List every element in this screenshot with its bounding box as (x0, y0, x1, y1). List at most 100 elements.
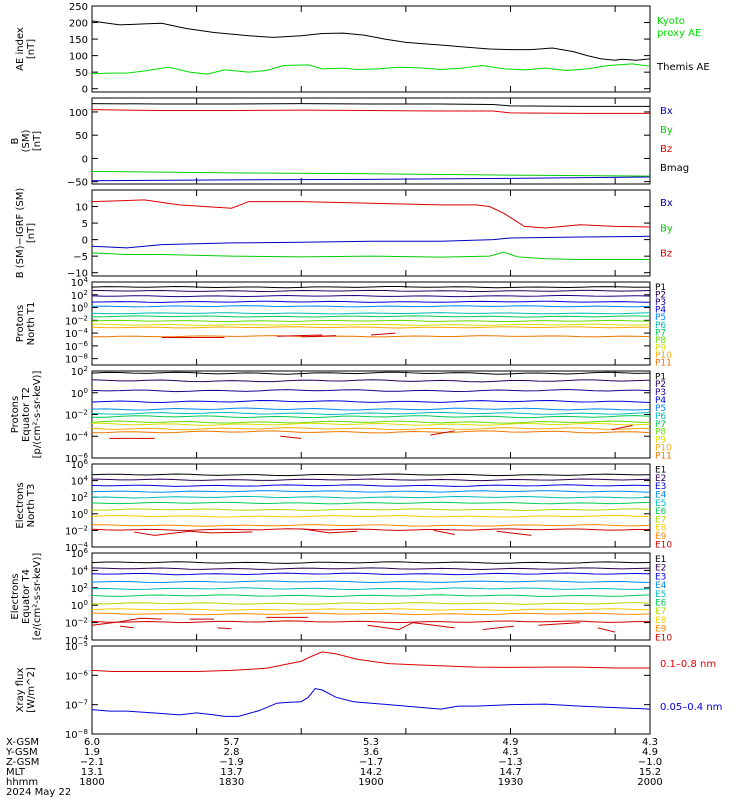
panel-frame (91, 189, 651, 277)
y-tick-label: 100 (69, 108, 88, 119)
channel-label: E6 (655, 598, 667, 608)
panel-8: 10−5 10−6 10−7 10−8 Xray flux [W/m^2] 0.1–0.8 … (15, 640, 722, 741)
panel-2: −50 0 50 100 B (SM) [nT] Bx By Bz Bmag (10, 97, 689, 189)
series-line (91, 103, 650, 107)
series-line (91, 20, 651, 61)
y-axis-label: Protons (15, 305, 26, 342)
channel-line (91, 620, 651, 624)
sparse-channel-segment (496, 530, 532, 536)
channel-label: E1 (655, 555, 666, 565)
y-tick-label: 100 (71, 599, 88, 612)
channel-label: E7 (655, 515, 666, 525)
channel-label: E1 (655, 466, 666, 476)
channel-label: P10 (655, 351, 672, 361)
y-tick-label: 10 (75, 203, 88, 214)
y-tick-label: 150 (69, 35, 88, 46)
channel-label: P7 (655, 328, 666, 338)
channel-label: P6 (655, 321, 666, 331)
channel-label: E5 (655, 499, 666, 509)
channel-line (91, 430, 651, 434)
date-label: 2024 May 22 (6, 787, 71, 798)
channel-line (91, 420, 651, 424)
y-tick-label: 0 (82, 236, 88, 247)
channel-line (91, 315, 651, 318)
panel-5: 102 100 10−2 10−4 10−6 Protons Equator T2 [p/(c… (10, 365, 672, 465)
channel-line (91, 478, 651, 482)
series-line (91, 109, 650, 114)
channel-label: E10 (655, 540, 672, 550)
channel-line (91, 399, 651, 404)
series-line (91, 170, 651, 177)
y-tick-label: 10−4 (65, 327, 89, 340)
channel-label: E4 (655, 581, 667, 591)
panel-frame (91, 463, 651, 548)
legend-text: 0.1–0.8 nm (660, 659, 716, 670)
y-tick-label: 100 (69, 52, 88, 63)
y-tick-label: 104 (71, 276, 89, 289)
legend-text: Bx (660, 198, 673, 209)
channel-label: P9 (655, 343, 666, 353)
orbit-value: 15.2 (639, 767, 661, 778)
sparse-channel-segment (276, 334, 323, 337)
channel-line (91, 567, 651, 571)
panel-7: 106 104 102 100 10−2 10−4 Electrons Equator T4[… (10, 547, 672, 647)
sparse-channel-segment (597, 627, 616, 633)
channel-line (91, 490, 651, 493)
channel-label: P5 (655, 313, 666, 323)
y-axis-label: North T1 (26, 302, 37, 346)
channel-line (91, 608, 651, 611)
channel-line (91, 602, 651, 605)
channel-line (91, 528, 651, 531)
channel-line (91, 415, 651, 419)
channel-label: P2 (655, 380, 666, 390)
orbit-row-label: MLT (6, 767, 26, 778)
time-tick-label: 1830 (219, 777, 244, 788)
channel-label: P11 (655, 358, 672, 368)
y-axis-label: AE index (15, 27, 26, 71)
orbit-row-label: X-GSM (6, 737, 39, 748)
panel-frame (91, 97, 651, 185)
channel-label: P11 (655, 451, 672, 461)
y-tick-label: 102 (71, 289, 88, 302)
y-tick-label: 102 (71, 365, 88, 378)
time-tick-label: 2000 (637, 777, 662, 788)
panel-frame (91, 645, 651, 735)
channel-line (91, 335, 651, 338)
orbit-value: 6.0 (84, 737, 100, 748)
y-tick-label: 0 (82, 85, 88, 96)
orbit-value: −2.1 (80, 757, 104, 768)
channel-label: P10 (655, 444, 672, 454)
y-axis-label: [nT] (26, 39, 37, 59)
orbit-value: 14.2 (360, 767, 382, 778)
orbit-value: 3.6 (363, 747, 379, 758)
legend-text: Bx (660, 106, 673, 117)
series-line (91, 63, 651, 75)
sparse-channel-segment (433, 529, 455, 536)
y-axis-label: Electrons (10, 573, 21, 619)
channel-label: P1 (655, 283, 666, 293)
channel-line (91, 473, 651, 477)
channel-line (91, 524, 651, 527)
channel-line (91, 407, 651, 411)
channel-line (91, 422, 651, 426)
y-tick-label: 50 (75, 68, 88, 79)
y-axis-label: Xray flux (15, 668, 26, 713)
channel-label: P4 (655, 396, 666, 406)
y-tick-label: 100 (71, 387, 88, 400)
series-line (91, 651, 650, 673)
y-tick-label: −5 (73, 252, 88, 263)
channel-line (91, 305, 651, 308)
channel-line (91, 484, 651, 487)
channel-line (91, 379, 651, 383)
y-tick-label: 106 (71, 547, 89, 560)
channel-line (91, 580, 651, 584)
channel-label: P3 (655, 298, 666, 308)
y-axis-label: B (10, 137, 21, 144)
y-tick-label: 104 (71, 564, 89, 577)
y-tick-label: −10 (67, 269, 88, 280)
sparse-channel-segment (482, 625, 515, 631)
channel-label: E2 (655, 474, 666, 484)
channel-line (91, 286, 651, 289)
channel-label: E3 (655, 572, 666, 582)
